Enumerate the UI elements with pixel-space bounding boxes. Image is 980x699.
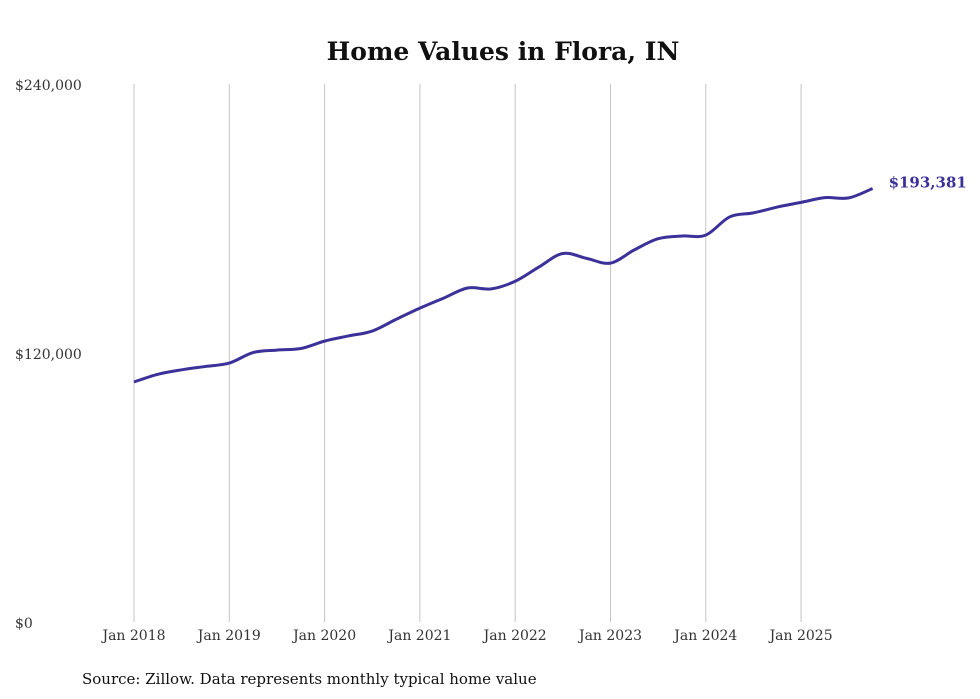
- x-tick-label: Jan 2021: [386, 628, 451, 644]
- x-tick-label: Jan 2024: [672, 628, 737, 644]
- x-tick-label: Jan 2022: [482, 628, 547, 644]
- y-tick-label: $120,000: [15, 347, 82, 363]
- x-tick-label: Jan 2023: [577, 628, 642, 644]
- series-line: [133, 187, 874, 384]
- y-tick-label: $0: [15, 616, 33, 632]
- source-note: Source: Zillow. Data represents monthly …: [82, 670, 537, 688]
- end-value-label: $193,381: [889, 174, 967, 192]
- x-tick-label: Jan 2020: [291, 628, 356, 644]
- chart-title: Home Values in Flora, IN: [327, 37, 680, 66]
- x-tick-label: Jan 2018: [100, 628, 165, 644]
- x-tick-label: Jan 2019: [196, 628, 261, 644]
- x-tick-label: Jan 2025: [768, 628, 833, 644]
- y-tick-label: $240,000: [15, 78, 82, 94]
